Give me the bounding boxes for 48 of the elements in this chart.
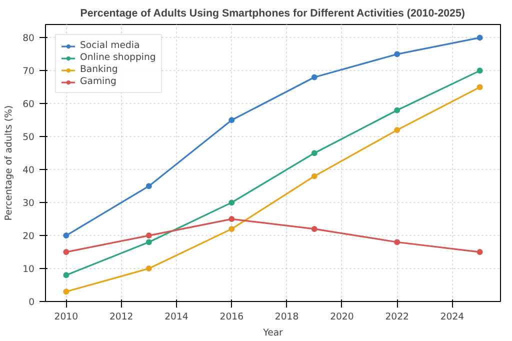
x-tick-label: 2012 [109, 312, 134, 322]
point [311, 173, 318, 180]
point [476, 84, 483, 90]
point [146, 183, 152, 190]
point [228, 216, 235, 222]
x-tick-label: 2014 [164, 312, 188, 322]
point [63, 288, 70, 295]
point [476, 34, 483, 41]
point [311, 150, 318, 156]
chart-title: Percentage of Adults Using Smartphones for Different Activities (2010-2025) [80, 8, 466, 20]
y-tick-label: 20 [22, 231, 35, 242]
y-tick-label: 80 [22, 33, 35, 44]
point [228, 117, 235, 124]
point [63, 249, 70, 256]
legend-label: Banking [80, 64, 118, 75]
point [63, 272, 70, 278]
legend-label: Gaming [80, 76, 116, 87]
x-tick-label: 2016 [220, 312, 244, 322]
y-tick-label: 70 [22, 66, 35, 78]
point [146, 266, 152, 272]
x-tick-label: 2018 [274, 312, 299, 322]
y-tick-label: 10 [22, 264, 35, 276]
y-tick-label: 40 [22, 165, 35, 176]
point [228, 200, 235, 206]
point [311, 74, 318, 80]
x-axis-title: Year [262, 328, 284, 338]
point [476, 68, 483, 74]
point [394, 51, 400, 58]
x-tick-label: 2022 [385, 312, 409, 322]
y-tick-label: 0 [28, 297, 35, 308]
point [311, 226, 318, 232]
point [476, 249, 483, 256]
point [63, 232, 70, 239]
y-tick-label: 30 [22, 198, 35, 210]
y-tick-label: 60 [22, 99, 35, 110]
legend-label: Social media [80, 40, 140, 51]
x-tick-label: 2024 [440, 312, 464, 322]
y-tick-label: 50 [22, 132, 35, 144]
x-tick-label: 2010 [54, 312, 78, 322]
point [146, 239, 152, 246]
point [228, 226, 235, 232]
y-axis-title: Percentage of adults (%) [4, 105, 15, 221]
point [394, 239, 400, 246]
point [146, 232, 152, 239]
point [394, 107, 400, 114]
x-tick-label: 2020 [330, 312, 354, 322]
point [394, 127, 400, 134]
legend-label: Online shopping [80, 52, 156, 63]
